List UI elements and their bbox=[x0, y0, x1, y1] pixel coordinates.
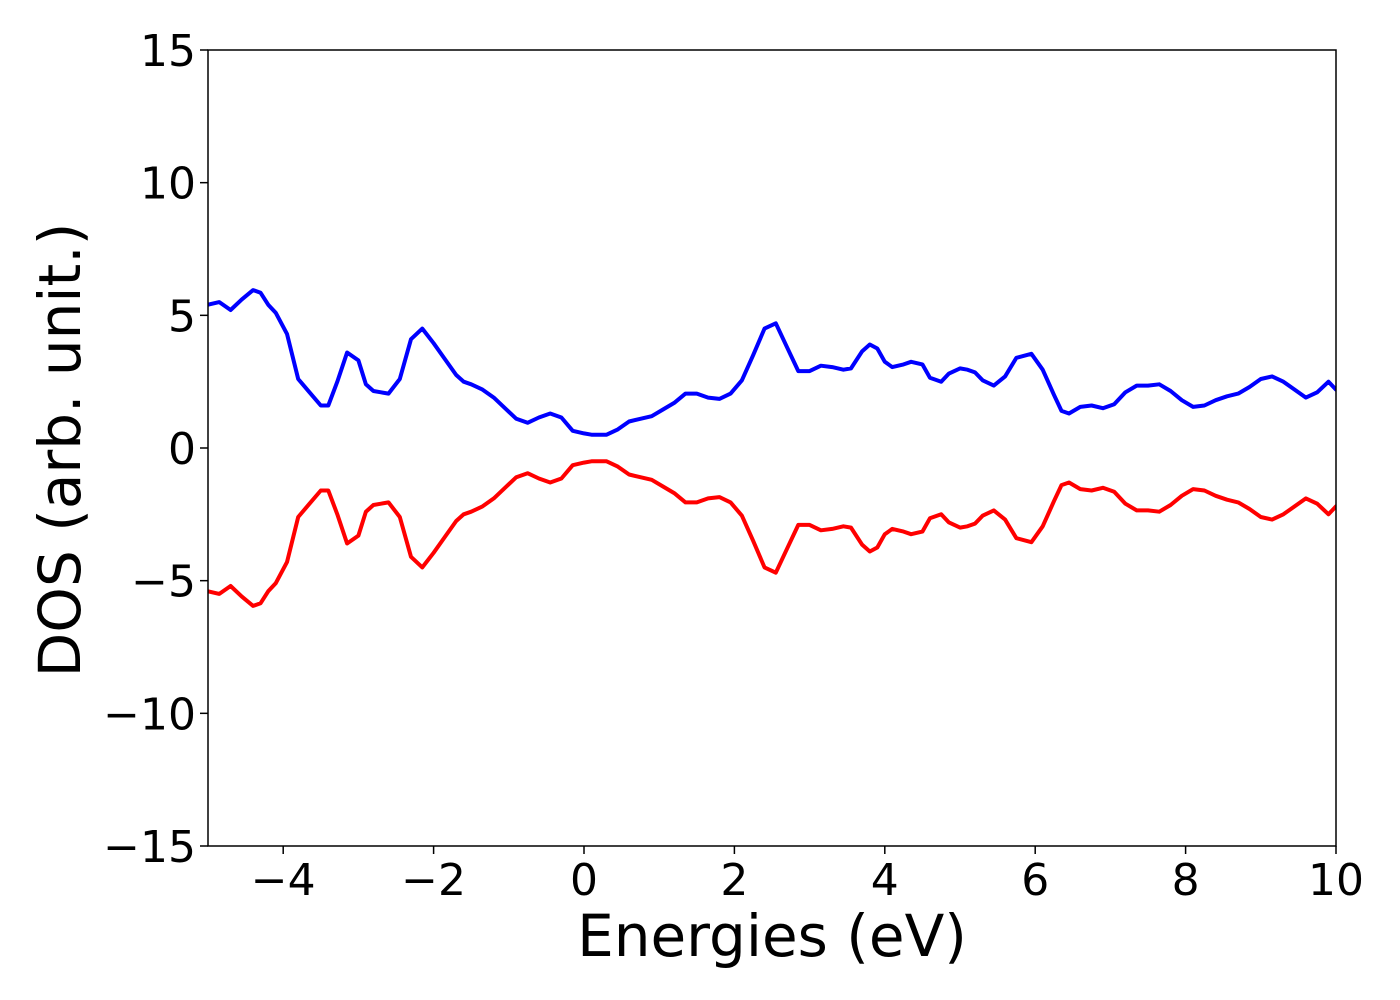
series-line-2 bbox=[208, 459, 1336, 608]
y-tick-label: 5 bbox=[168, 291, 196, 342]
x-tick-label: −4 bbox=[251, 855, 316, 906]
y-tick-label: 10 bbox=[140, 159, 196, 210]
axes: −4 −2 0 2 4 6 8 10 −15 −10 −5 0 5 10 15 bbox=[103, 26, 1364, 906]
series-line-1 bbox=[208, 288, 1336, 437]
x-tick-label: 4 bbox=[871, 855, 899, 906]
x-tick-label: 10 bbox=[1308, 855, 1364, 906]
series-group bbox=[208, 288, 1336, 608]
plot-frame bbox=[207, 49, 1337, 847]
y-axis-title: DOS (arb. unit.) bbox=[26, 223, 94, 678]
y-tick-label: 0 bbox=[168, 424, 196, 475]
x-tick-label: −2 bbox=[401, 855, 466, 906]
x-tick-label: 0 bbox=[570, 855, 598, 906]
y-tick-label: 15 bbox=[140, 26, 196, 77]
x-tick-label: 2 bbox=[720, 855, 748, 906]
x-tick-label: 8 bbox=[1172, 855, 1200, 906]
plot-area bbox=[208, 288, 1336, 608]
y-tick-label: −5 bbox=[131, 557, 196, 608]
y-tick-label: −10 bbox=[103, 689, 196, 740]
y-tick-label: −15 bbox=[103, 822, 196, 873]
x-tick-label: 6 bbox=[1021, 855, 1049, 906]
x-axis-title: Energies (eV) bbox=[577, 902, 967, 970]
